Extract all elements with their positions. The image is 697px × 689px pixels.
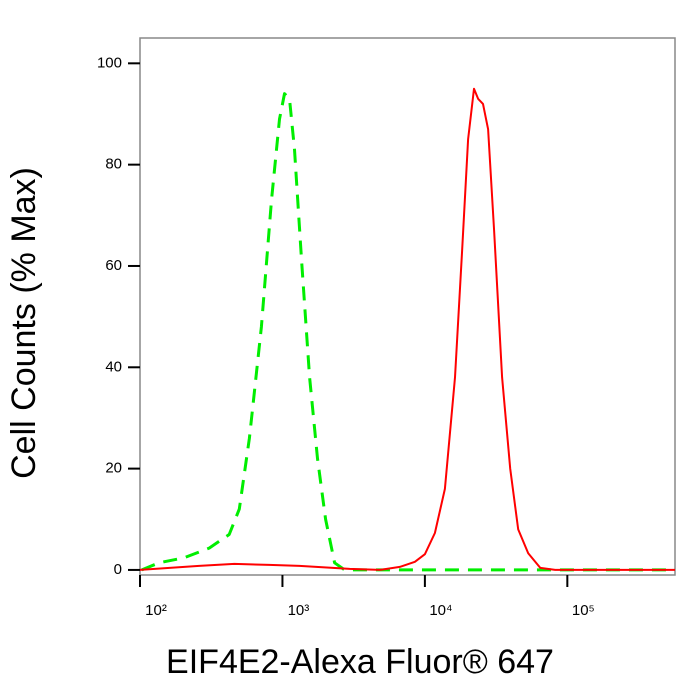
y-tick-label: 40 bbox=[105, 358, 122, 375]
series-line bbox=[141, 92, 675, 572]
y-tick-label: 0 bbox=[114, 561, 122, 578]
x-tick-label: 10⁴ bbox=[429, 602, 452, 619]
y-axis-title: Cell Counts (% Max) bbox=[5, 167, 43, 479]
x-tick-label: 10³ bbox=[288, 602, 310, 619]
y-tick-label: 80 bbox=[105, 156, 122, 173]
x-tick-label: 10² bbox=[145, 602, 167, 619]
y-tick-label: 20 bbox=[105, 460, 122, 477]
y-tick-label: 100 bbox=[97, 54, 122, 71]
series-line bbox=[139, 87, 675, 571]
x-tick-label: 10⁵ bbox=[572, 602, 595, 619]
y-tick-label: 60 bbox=[105, 257, 122, 274]
plot-frame bbox=[139, 37, 676, 576]
x-axis-title: EIF4E2-Alexa Fluor® 647 bbox=[166, 643, 554, 681]
